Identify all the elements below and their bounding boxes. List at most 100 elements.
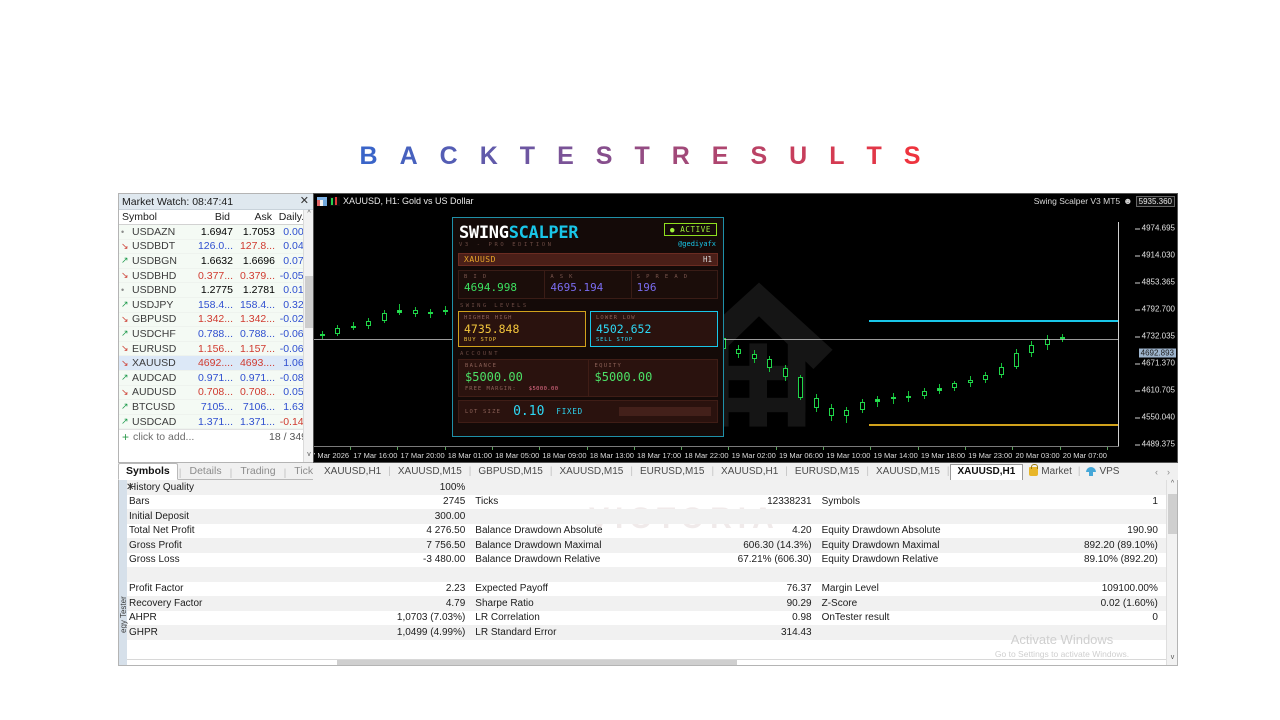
metric-value: 76.37 [786,583,812,595]
table-row[interactable]: • USDAZN 1.6947 1.7053 0.00% [119,225,313,240]
table-row[interactable]: • USDBND 1.2775 1.2781 0.01% [119,283,313,298]
results-scroll-up-icon[interactable]: ^ [1170,480,1175,487]
tab-symbols[interactable]: Symbols [118,463,178,480]
table-row[interactable]: ↘ EURUSD 1.156... 1.157... -0.06% [119,341,313,357]
close-icon[interactable]: ✕ [299,195,309,207]
table-row[interactable]: ↘ USDBHD 0.377... 0.379... -0.05% [119,268,313,284]
time-tick-mark [539,447,541,450]
time-tick-label: 17 Mar 20:00 [400,451,445,460]
results-hscroll-track[interactable] [127,659,1166,665]
results-scroll-down-icon[interactable]: v [1170,654,1175,661]
chart-tab[interactable]: GBPUSD,M15 [478,466,543,477]
table-row[interactable]: ↘ AUDUSD 0.708... 0.708... 0.05% [119,385,313,401]
results-vscrollbar[interactable]: ^ v [1166,480,1177,665]
column-header-bid[interactable]: Bid [214,211,230,223]
ea-swing-levels: HIGHER HIGH 4735.848 BUY STOP LOWER LOW 4502… [458,311,718,347]
bid-value: 1.156... [197,342,233,355]
tab-separator: | [1077,466,1081,477]
column-header-symbol[interactable]: Symbol [122,211,158,223]
metric-value: 314.43 [781,626,812,638]
time-tick-mark [870,447,872,450]
table-row[interactable]: ↗ USDCHF 0.788... 0.788... -0.06% [119,327,313,342]
tab-trading[interactable]: Trading [240,465,276,477]
table-row[interactable]: ↗ AUDCAD 0.971... 0.971... -0.08% [119,370,313,386]
chart-tab[interactable]: XAUUSD,H1 [324,466,382,477]
table-row[interactable]: ↗ BTCUSD 7105... 7106... 1.63% [119,400,313,415]
results-close-icon[interactable]: ✕ [126,482,135,493]
table-row: History Quality 100% [127,480,1166,495]
trend-arrow-icon: ↗ [121,299,129,310]
time-tick-label: 19 Mar 23:00 [968,451,1013,460]
activate-windows-subtitle: Go to Settings to activate Windows. [994,649,1130,659]
scroll-up-icon[interactable]: ^ [307,210,311,217]
swing-level-lo: LOWER LOW 4502.652 SELL STOP [590,311,718,347]
market-tab[interactable]: Market [1023,464,1078,480]
table-row[interactable]: ↗ USDJPY 158.4... 158.4... 0.32% [119,297,313,313]
metric-cell: Sharpe Ratio 90.29 [473,598,819,609]
metric-label: History Quality [129,481,195,493]
metric-value: -3 480.00 [423,554,466,566]
chart-tab[interactable]: XAUUSD,M15 [397,466,462,477]
level-order-type: BUY STOP [464,337,497,343]
results-hscroll-thumb[interactable] [337,660,737,665]
status-badge: ● ACTIVE [664,223,717,236]
add-symbol-row[interactable]: + click to add... 18 / 349 [119,429,313,445]
tab-separator: | [785,466,788,477]
table-row[interactable]: ↘ USDBDT 126.0... 127.8... 0.04% [119,239,313,255]
scroll-down-icon[interactable]: v [307,451,311,458]
tab-details[interactable]: Details [189,465,222,477]
chart-tab[interactable]: XAUUSD,M15 [559,466,624,477]
tab-next-icon[interactable]: › [1167,467,1170,477]
chart-canvas[interactable]: 4974.695 4914.030 4853.365 4792.700 4732.035… [314,208,1177,462]
level-value: 4735.848 [464,322,520,336]
scroll-thumb[interactable] [305,276,313,328]
price-tick-label: 4974.695 [1134,223,1175,233]
chart-tab[interactable]: XAUUSD,M15 [875,466,940,477]
metric-value: 4.20 [792,525,812,537]
metric-value: 4 276.50 [426,525,466,537]
market-watch-scrollbar[interactable]: ^ v [303,210,313,462]
symbol-name: USDCHF [132,327,176,340]
metric-label: Symbols [821,496,860,508]
tab-separator: | [630,466,633,477]
swing-level-hi: HIGHER HIGH 4735.848 BUY STOP [458,311,586,347]
tab-ticks[interactable]: Ticks [294,465,319,477]
time-tick-label: 18 Mar 05:00 [495,451,540,460]
metric-label: Sharpe Ratio [475,597,534,609]
column-header-ask[interactable]: Ask [254,211,272,223]
symbol-name: AUDCAD [132,371,177,384]
price-axis[interactable]: 4974.695 4914.030 4853.365 4792.700 4732.035… [1119,222,1177,449]
ea-logo-second: SCALPER [508,223,579,243]
metric-value: 2745 [443,496,466,508]
chart-tab[interactable]: EURUSD,M15 [639,466,705,477]
chart-tab[interactable]: XAUUSD,H1 [949,464,1024,481]
table-row[interactable]: ↗ USDBGN 1.6632 1.6696 0.07% [119,254,313,269]
time-tick-label: 19 Mar 02:00 [731,451,776,460]
trend-arrow-icon: • [121,226,125,237]
tab-prev-icon[interactable]: ‹ [1155,467,1158,477]
ea-symbol-bar: XAUUSD H1 [458,253,718,266]
metric-cell: Equity Drawdown Maximal 892.20 (89.10%) [820,540,1166,551]
ask-value: 0.788... [239,327,275,340]
metric-value: 90.29 [786,597,812,609]
table-row: Initial Deposit 300.00 [127,509,1166,524]
add-symbol-label: click to add... [133,431,195,444]
vps-tab[interactable]: VPS [1080,465,1125,480]
results-scroll-thumb[interactable] [1168,494,1177,534]
market-watch-panel: Market Watch: 08:47:41 ✕ Symbol Bid Ask … [118,193,313,463]
ask-value: 1.342... [239,313,275,326]
chart-tab-strip: XAUUSD,H1 | XAUUSD,M15 | GBPUSD,M15 | XAUUSD,M… [313,463,1178,481]
price-axis-line [1118,222,1119,446]
metric-cell: Bars 2745 [127,496,473,507]
table-row[interactable]: ↗ USDCAD 1.371... 1.371... -0.14% [119,414,313,430]
column-header-daily[interactable]: Daily... [278,211,310,223]
chart-tab[interactable]: XAUUSD,H1 [721,466,779,477]
table-row[interactable]: ↘ XAUUSD 4692.... 4693.... 1.06% [119,356,313,371]
metric-label: Z-Score [821,597,858,609]
metric-label: Total Net Profit [129,525,195,537]
metric-value: 0.98 [792,612,812,624]
chart-tab[interactable]: EURUSD,M15 [794,466,860,477]
table-row[interactable]: ↘ GBPUSD 1.342... 1.342... -0.02% [119,312,313,328]
bid-value: 1.371... [197,415,233,428]
